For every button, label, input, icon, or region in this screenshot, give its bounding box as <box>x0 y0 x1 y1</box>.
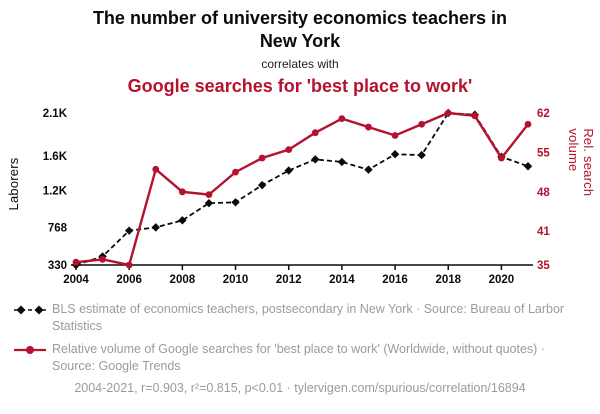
solid-circle-line-icon <box>14 345 46 354</box>
svg-text:2004: 2004 <box>63 274 89 286</box>
svg-text:2006: 2006 <box>116 274 142 286</box>
legend-item-black-series: BLS estimate of economics teachers, post… <box>14 301 586 335</box>
legend-label-red-series: Relative volume of Google searches for '… <box>52 341 545 373</box>
svg-text:62: 62 <box>537 108 550 120</box>
legend-item-red-series: Relative volume of Google searches for '… <box>14 341 586 375</box>
svg-text:2010: 2010 <box>223 274 249 286</box>
svg-text:1.2K: 1.2K <box>43 185 68 197</box>
footer-stats-and-url: 2004-2021, r=0.903, r²=0.815, p<0.01 · t… <box>74 380 526 395</box>
dashed-diamond-line-icon <box>14 305 46 315</box>
svg-text:2.1K: 2.1K <box>43 108 68 120</box>
right-axis-label: Rel. search volume <box>566 127 596 196</box>
legend-label-black-series: BLS estimate of economics teachers, post… <box>52 302 565 333</box>
svg-text:55: 55 <box>537 147 550 159</box>
svg-text:2020: 2020 <box>489 274 515 286</box>
svg-text:768: 768 <box>48 222 68 234</box>
svg-text:330: 330 <box>48 260 67 272</box>
chart-area: Laborers 2004 2006 2008 2010 2012 2014 2016 201… <box>0 103 600 295</box>
svg-text:41: 41 <box>537 226 550 238</box>
legend: BLS estimate of economics teachers, post… <box>0 295 600 375</box>
svg-text:2014: 2014 <box>329 274 355 286</box>
correlates-with-label: correlates with <box>261 57 339 71</box>
svg-text:2008: 2008 <box>170 274 196 286</box>
svg-text:2016: 2016 <box>382 274 408 286</box>
chart-title: The number of university economics teach… <box>92 8 508 51</box>
svg-text:35: 35 <box>537 260 550 272</box>
svg-text:2012: 2012 <box>276 274 302 286</box>
svg-text:1.6K: 1.6K <box>43 151 68 163</box>
svg-text:48: 48 <box>537 187 550 199</box>
chart-subtitle: Google searches for 'best place to work' <box>127 76 473 96</box>
svg-text:2018: 2018 <box>435 274 461 286</box>
left-axis-label: Laborers <box>6 157 21 211</box>
chart: 2004 2006 2008 2010 2012 2014 2016 2018 2020 330 7… <box>43 108 551 286</box>
